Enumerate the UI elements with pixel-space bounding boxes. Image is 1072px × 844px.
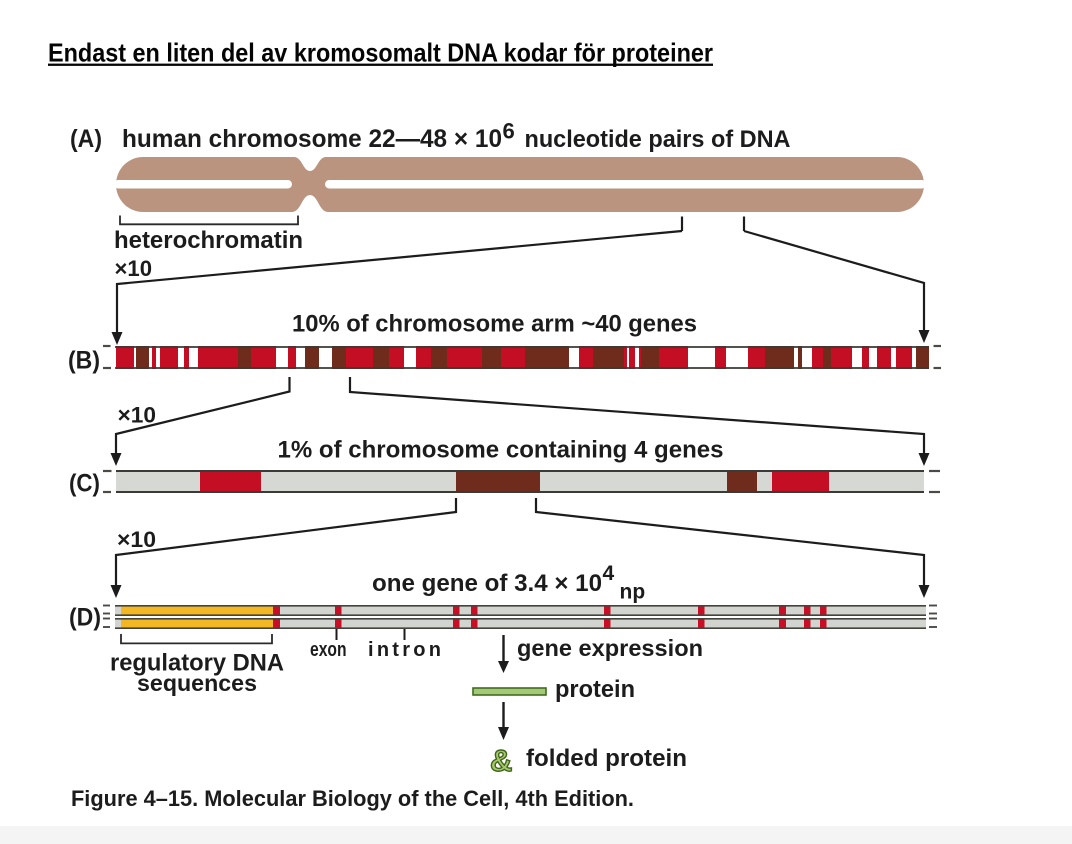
svg-text:×10: ×10 (115, 256, 153, 281)
svg-text:(D): (D) (69, 604, 101, 632)
svg-text:1% of chromosome containing 4: 1% of chromosome containing 4 genes (278, 437, 724, 464)
svg-text:exon: exon (310, 639, 347, 661)
svg-text:np: np (620, 581, 646, 604)
svg-text:&: & (490, 743, 512, 778)
svg-text:(C): (C) (69, 470, 100, 498)
svg-text:nucleotide pairs of DNA: nucleotide pairs of DNA (525, 126, 791, 153)
svg-text:Endast en liten del av kromoso: Endast en liten del av kromosomalt DNA k… (48, 38, 713, 68)
svg-text:10% of chromosome arm ~40 gene: 10% of chromosome arm ~40 genes (292, 311, 697, 338)
svg-text:sequences: sequences (137, 670, 257, 696)
svg-text:regulatory DNA: regulatory DNA (110, 650, 284, 677)
svg-text:Figure 4–15. Molecular Biology: Figure 4–15. Molecular Biology of the Ce… (71, 786, 634, 811)
svg-text:(B): (B) (68, 347, 100, 375)
svg-text:heterochromatin: heterochromatin (114, 227, 303, 254)
svg-text:protein: protein (555, 676, 635, 703)
svg-text:×10: ×10 (117, 527, 156, 552)
svg-text:6: 6 (503, 119, 515, 144)
svg-text:one gene of 3.4 × 10: one gene of 3.4 × 10 (372, 570, 602, 597)
svg-text:gene expression: gene expression (517, 635, 703, 661)
svg-text:(A): (A) (70, 125, 102, 153)
svg-text:folded protein: folded protein (526, 745, 687, 772)
svg-text:human chromosome 22—48 × 10: human chromosome 22—48 × 10 (122, 125, 502, 153)
svg-text:4: 4 (603, 562, 615, 585)
svg-text:×10: ×10 (118, 403, 157, 428)
svg-text:intron: intron (368, 639, 441, 661)
